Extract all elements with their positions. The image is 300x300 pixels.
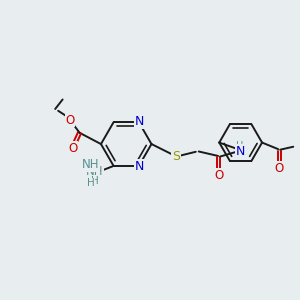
Text: N: N [236,145,245,158]
Text: S: S [172,150,180,163]
Text: O: O [65,114,75,127]
Text: NH: NH [86,165,103,178]
Text: N: N [135,116,144,128]
Text: O: O [68,142,78,155]
Text: NH: NH [82,158,100,171]
Text: O: O [214,169,223,182]
Text: H: H [236,141,244,152]
Text: O: O [275,162,284,175]
Text: H: H [87,178,94,188]
Text: N: N [135,160,144,173]
Text: H: H [91,176,98,186]
